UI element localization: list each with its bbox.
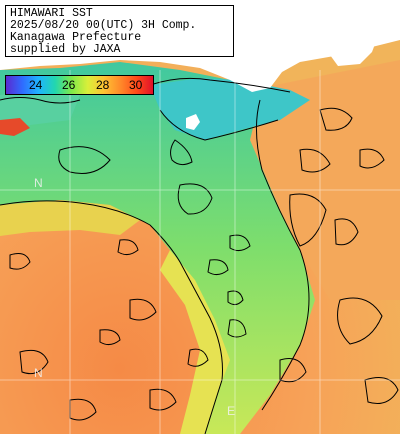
- scale-label-24: 24: [29, 78, 43, 92]
- land-small-island: [186, 114, 200, 130]
- title-line-source: supplied by JAXA: [10, 43, 121, 56]
- title-line-region: Kanagawa Prefecture: [10, 31, 142, 44]
- latitude-label-south: N: [34, 366, 43, 380]
- map-title-box: HIMAWARI SST 2025/08/20 00(UTC) 3H Comp.…: [5, 5, 234, 57]
- color-scale-gradient: [6, 76, 153, 94]
- warm-patch-left-coast: [0, 118, 30, 136]
- land-peninsula: [330, 30, 378, 66]
- longitude-label: E: [227, 404, 236, 418]
- yellow-water-band: [160, 250, 230, 434]
- sst-contours: [0, 77, 399, 434]
- latitude-label: N: [34, 176, 43, 190]
- title-line-product: HIMAWARI SST: [10, 7, 93, 20]
- scale-label-26: 26: [62, 78, 76, 92]
- scale-label-30: 30: [129, 78, 143, 92]
- temperature-color-scale: 24 26 28 30: [5, 75, 154, 95]
- lat-lon-grid: [0, 70, 400, 434]
- green-water-tongue: [0, 62, 315, 434]
- scale-label-28: 28: [96, 78, 110, 92]
- title-line-datetime: 2025/08/20 00(UTC) 3H Comp.: [10, 19, 197, 32]
